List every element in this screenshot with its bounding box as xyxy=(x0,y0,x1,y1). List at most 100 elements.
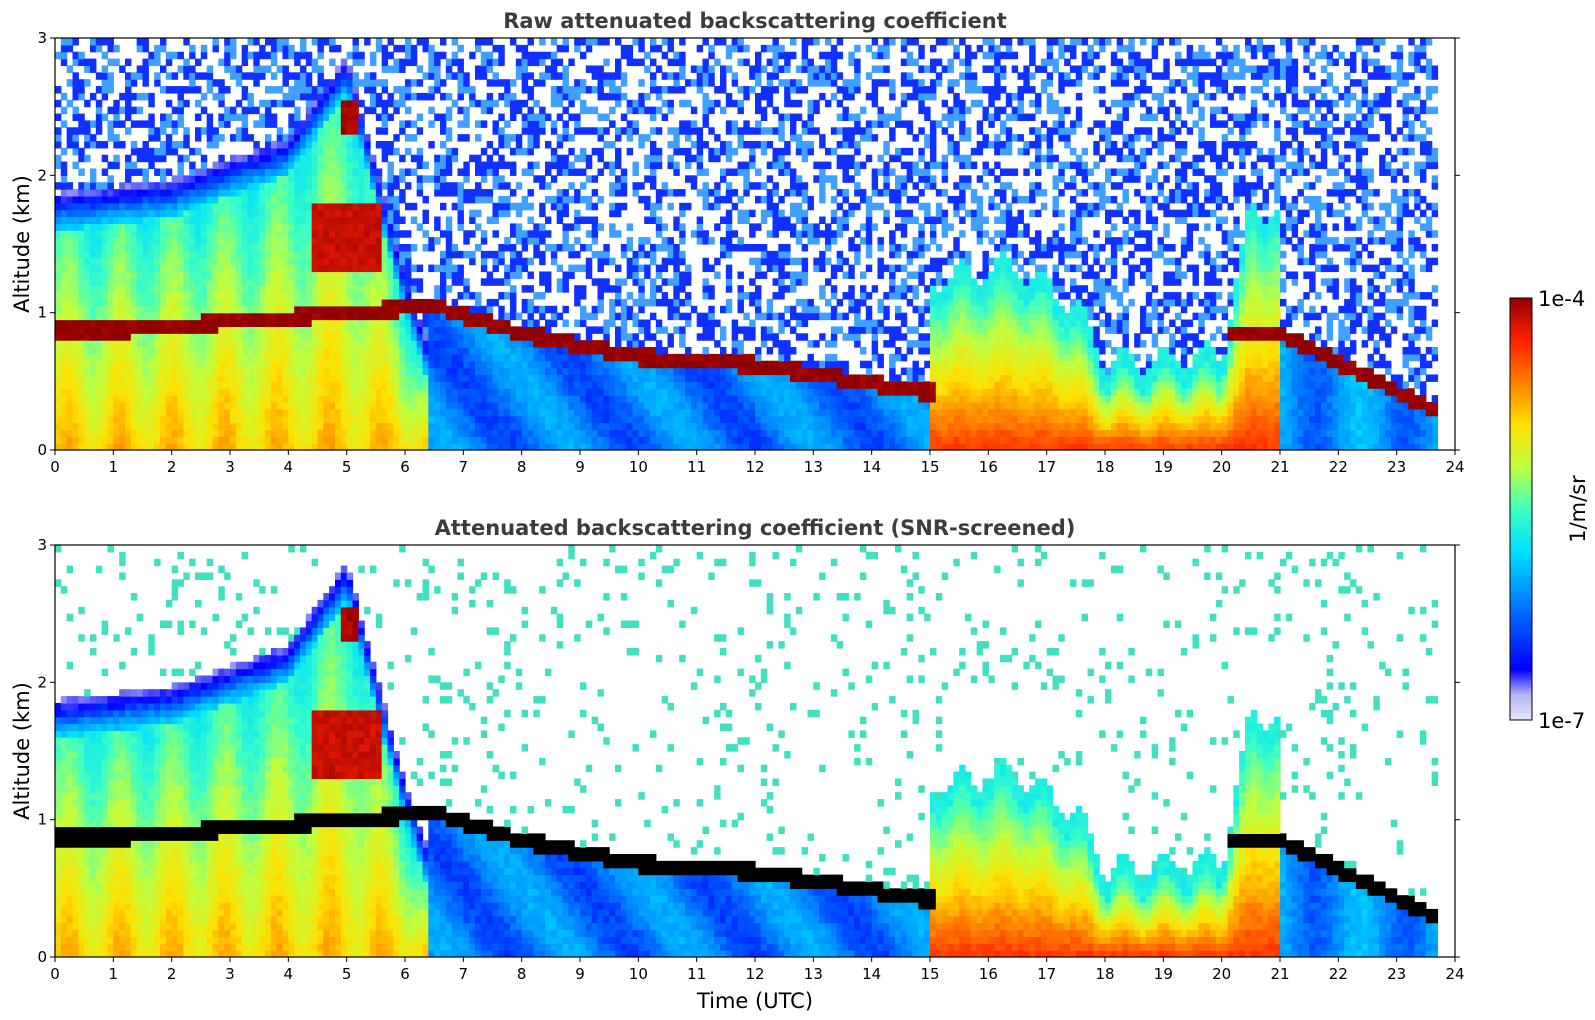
heatmap-cell xyxy=(160,436,167,444)
heatmap-cell xyxy=(346,175,354,183)
heatmap-cell xyxy=(510,443,517,450)
heatmap-cell xyxy=(550,147,558,156)
heatmap-cell xyxy=(434,326,441,334)
heatmap-cell xyxy=(393,58,400,67)
heatmap-cell xyxy=(148,305,155,314)
heatmap-cell xyxy=(206,312,214,321)
heatmap-cell xyxy=(171,381,179,389)
heatmap-cell xyxy=(375,353,383,362)
heatmap-cell xyxy=(620,388,628,396)
heatmap-cell xyxy=(224,298,231,307)
heatmap-cell xyxy=(78,127,85,135)
heatmap-cell xyxy=(148,395,155,403)
heatmap-cell xyxy=(661,408,669,417)
heatmap-cell xyxy=(154,202,161,211)
heatmap-cell xyxy=(655,381,663,389)
heatmap-cell xyxy=(387,374,394,382)
heatmap-cell xyxy=(265,51,272,60)
heatmap-cell xyxy=(650,72,657,80)
heatmap-cell xyxy=(352,278,359,286)
heatmap-cell xyxy=(580,422,587,430)
heatmap-cell xyxy=(650,58,657,67)
heatmap-cell xyxy=(195,333,202,341)
heatmap-cell xyxy=(276,216,284,224)
heatmap-cell xyxy=(101,326,109,334)
heatmap-cell xyxy=(527,230,534,238)
heatmap-cell xyxy=(603,429,610,437)
heatmap-cell xyxy=(340,250,348,259)
heatmap-cell xyxy=(265,257,272,266)
heatmap-cell xyxy=(230,395,237,403)
heatmap-cell xyxy=(136,230,144,238)
heatmap-cell xyxy=(609,202,616,211)
heatmap-cell xyxy=(247,347,254,355)
heatmap-cell xyxy=(550,443,558,450)
heatmap-cell xyxy=(620,189,628,197)
heatmap-cell xyxy=(364,298,371,307)
heatmap-cell xyxy=(428,401,435,410)
heatmap-cell xyxy=(323,312,330,321)
heatmap-cell xyxy=(393,195,400,204)
heatmap-cell xyxy=(84,408,91,417)
heatmap-cell xyxy=(574,120,581,128)
heatmap-cell xyxy=(294,86,301,94)
heatmap-cell xyxy=(200,374,208,382)
heatmap-cell xyxy=(224,65,231,73)
heatmap-cell xyxy=(603,92,610,101)
heatmap-cell xyxy=(119,209,126,218)
heatmap-cell xyxy=(615,395,622,403)
heatmap-cell xyxy=(527,374,534,382)
heatmap-cell xyxy=(428,65,435,73)
heatmap-cell xyxy=(305,298,313,307)
heatmap-cell xyxy=(545,319,552,327)
heatmap-cell xyxy=(405,120,412,128)
heatmap-cell xyxy=(311,340,319,348)
heatmap-cell xyxy=(457,353,464,362)
heatmap-cell xyxy=(510,99,517,108)
heatmap-cell xyxy=(270,113,278,121)
heatmap-cell xyxy=(212,92,219,101)
heatmap-cell xyxy=(300,141,307,149)
heatmap-cell xyxy=(78,319,85,327)
heatmap-cell xyxy=(101,285,109,293)
heatmap-cell xyxy=(521,333,529,341)
heatmap-cell xyxy=(165,388,173,396)
heatmap-cell xyxy=(655,395,663,403)
heatmap-cell xyxy=(568,367,575,376)
heatmap-cell xyxy=(597,278,604,286)
heatmap-cell xyxy=(218,264,225,273)
heatmap-cell xyxy=(189,182,196,190)
heatmap-cell xyxy=(346,285,354,293)
heatmap-cell xyxy=(294,161,301,170)
heatmap-cell xyxy=(364,86,371,94)
heatmap-cell xyxy=(585,395,593,403)
heatmap-cell xyxy=(381,195,389,204)
heatmap-cell xyxy=(300,38,307,46)
heatmap-cell xyxy=(329,58,336,67)
heatmap-cell xyxy=(142,79,149,87)
heatmap-cell xyxy=(305,223,313,231)
heatmap-cell xyxy=(667,333,674,341)
heatmap-cell xyxy=(212,367,219,376)
heatmap-cell xyxy=(136,374,144,382)
heatmap-cell xyxy=(650,250,657,259)
heatmap-cell xyxy=(171,374,179,382)
heatmap-cell xyxy=(644,216,651,224)
heatmap-cell xyxy=(107,388,114,396)
heatmap-cell xyxy=(276,223,284,231)
heatmap-cell xyxy=(527,168,534,176)
heatmap-cell xyxy=(358,319,365,327)
heatmap-cell xyxy=(434,312,441,321)
heatmap-cell xyxy=(195,278,202,286)
heatmap-cell xyxy=(475,154,482,163)
heatmap-cell xyxy=(486,106,494,115)
heatmap-cell xyxy=(329,285,336,293)
heatmap-cell xyxy=(440,182,447,190)
heatmap-cell xyxy=(661,113,669,121)
heatmap-cell xyxy=(451,305,459,314)
heatmap-cell xyxy=(288,141,295,149)
heatmap-cell xyxy=(510,388,517,396)
heatmap-cell xyxy=(177,340,184,348)
heatmap-cell xyxy=(340,223,348,231)
heatmap-cell xyxy=(101,182,109,190)
